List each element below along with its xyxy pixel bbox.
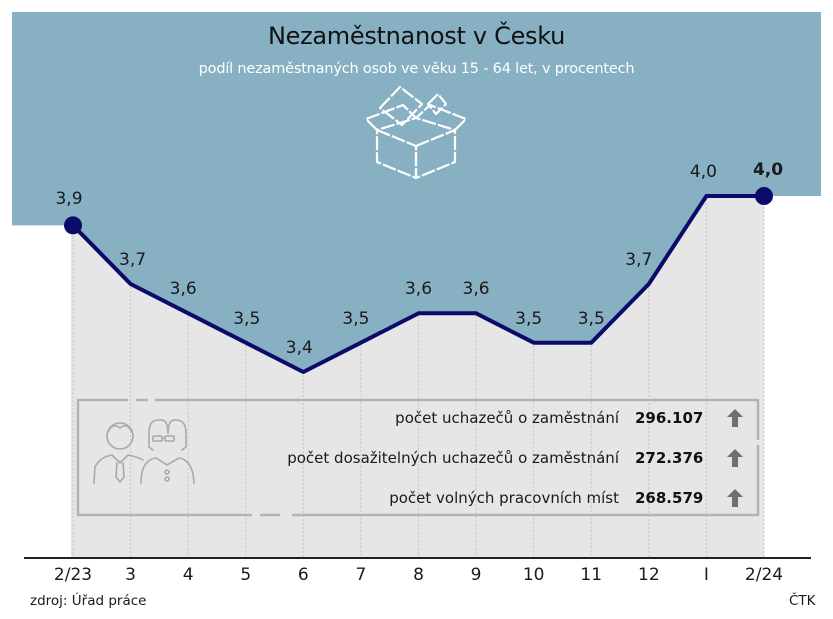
info-row-vacancies: počet volných pracovních míst 268.579 xyxy=(389,487,759,509)
value-label: 4,0 xyxy=(689,162,717,182)
arrow-up-icon xyxy=(727,409,743,427)
x-axis-label: 7 xyxy=(355,565,367,585)
value-label: 3,6 xyxy=(169,279,197,300)
value-label: 3,5 xyxy=(515,308,543,329)
first-point-marker xyxy=(64,216,82,235)
chart-title: Nezaměstnanost v Česku xyxy=(267,22,566,50)
info-box-border xyxy=(76,398,760,517)
x-axis-label: 12 xyxy=(638,565,660,585)
x-axis-label: 10 xyxy=(522,565,545,585)
value-label: 3,9 xyxy=(55,189,83,210)
value-label: 3,5 xyxy=(342,308,370,329)
chart-subtitle: podíl nezaměstnaných osob ve věku 15 - 6… xyxy=(198,61,635,77)
arrow-up-icon xyxy=(711,489,759,507)
info-label: počet uchazečů o zaměstnání xyxy=(395,409,619,427)
value-label: 3,5 xyxy=(577,308,605,329)
info-value: 268.579 xyxy=(635,489,704,507)
x-axis-label: I xyxy=(703,565,709,585)
gridlines xyxy=(72,199,765,557)
last-point-marker xyxy=(755,187,773,205)
top-band-fill xyxy=(12,12,821,372)
arrow-up-icon xyxy=(711,449,759,467)
value-label: 3,5 xyxy=(233,308,261,329)
arrow-up-icon xyxy=(727,489,743,507)
open-box-with-banknotes-icon xyxy=(364,85,468,180)
arrow-up-icon xyxy=(711,409,759,427)
arrow-up-icon xyxy=(727,449,743,467)
info-label: počet dosažitelných uchazečů o zaměstnán… xyxy=(287,449,619,467)
info-row-available-applicants: počet dosažitelných uchazečů o zaměstnán… xyxy=(287,447,759,469)
info-value: 272.376 xyxy=(635,449,704,467)
x-axis-label: 2/24 xyxy=(744,565,784,585)
value-label: 4,0 xyxy=(752,160,784,180)
value-label: 3,7 xyxy=(119,250,147,270)
x-axis-label: 5 xyxy=(240,565,252,585)
x-axis-label: 2/23 xyxy=(53,565,93,585)
x-axis-label: 3 xyxy=(125,565,136,585)
value-label: 3,7 xyxy=(625,250,653,270)
info-box: počet uchazečů o zaměstnání 296.107 poče… xyxy=(77,398,759,516)
value-label: 3,6 xyxy=(404,279,433,300)
credit-note: ČTK xyxy=(789,593,816,609)
value-label: 3,6 xyxy=(462,279,490,300)
info-label: počet volných pracovních míst xyxy=(389,489,619,507)
x-axis-label: 8 xyxy=(413,565,424,585)
value-label: 3,4 xyxy=(285,338,313,358)
x-axis-label: 6 xyxy=(297,565,309,585)
info-value: 296.107 xyxy=(635,409,704,427)
info-row-applicants: počet uchazečů o zaměstnání 296.107 xyxy=(395,407,759,429)
x-axis-label: 11 xyxy=(580,565,603,585)
man-and-woman-icon xyxy=(93,419,195,484)
unemployment-line xyxy=(71,194,764,374)
source-note: zdroj: Úřad práce xyxy=(30,593,147,609)
x-axis-label: 4 xyxy=(182,565,194,585)
x-axis-label: 9 xyxy=(470,565,482,585)
